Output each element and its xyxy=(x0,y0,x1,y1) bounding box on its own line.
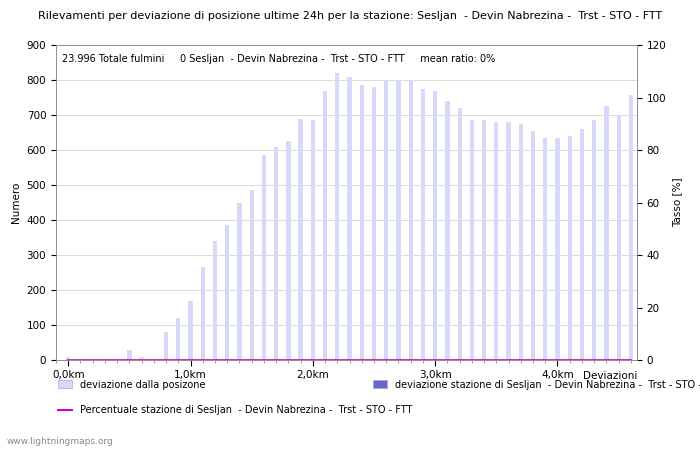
Bar xyxy=(213,241,217,360)
Bar xyxy=(225,225,230,360)
Legend: deviazione stazione di Sesljan  - Devin Nabrezina -  Trst - STO - FTT: deviazione stazione di Sesljan - Devin N… xyxy=(369,376,700,393)
Legend: deviazione dalla posizone: deviazione dalla posizone xyxy=(54,376,209,393)
Bar xyxy=(617,115,621,360)
Bar xyxy=(335,73,340,360)
Text: www.lightningmaps.org: www.lightningmaps.org xyxy=(7,436,113,446)
Bar xyxy=(237,202,241,360)
Bar xyxy=(396,80,400,360)
Bar xyxy=(323,90,327,360)
Legend: Percentuale stazione di Sesljan  - Devin Nabrezina -  Trst - STO - FTT: Percentuale stazione di Sesljan - Devin … xyxy=(54,401,416,419)
Bar xyxy=(421,89,425,360)
Bar xyxy=(409,80,413,360)
Bar xyxy=(347,76,351,360)
Bar xyxy=(629,95,633,360)
Bar xyxy=(286,141,290,360)
Bar xyxy=(568,136,572,360)
Bar xyxy=(139,356,144,360)
Bar xyxy=(519,124,523,360)
Bar xyxy=(531,131,536,360)
Y-axis label: Numero: Numero xyxy=(11,182,21,223)
Bar xyxy=(372,87,376,360)
Bar xyxy=(543,138,547,360)
Text: Rilevamenti per deviazione di posizione ultime 24h per la stazione: Sesljan  - D: Rilevamenti per deviazione di posizione … xyxy=(38,11,662,21)
Text: Deviazioni: Deviazioni xyxy=(582,371,637,381)
Bar xyxy=(482,120,486,360)
Bar xyxy=(188,301,193,360)
Bar xyxy=(127,350,132,360)
Bar xyxy=(592,120,596,360)
Bar xyxy=(445,101,449,360)
Bar xyxy=(176,318,181,360)
Bar xyxy=(274,147,279,360)
Bar xyxy=(506,122,511,360)
Bar xyxy=(298,118,303,360)
Bar xyxy=(458,108,462,360)
Bar xyxy=(360,85,364,360)
Y-axis label: Tasso [%]: Tasso [%] xyxy=(672,178,682,227)
Bar xyxy=(262,155,266,360)
Bar xyxy=(580,129,584,360)
Bar xyxy=(311,120,315,360)
Bar xyxy=(494,122,498,360)
Bar xyxy=(384,80,388,360)
Bar xyxy=(433,90,438,360)
Bar xyxy=(555,138,559,360)
Bar xyxy=(250,190,254,360)
Bar xyxy=(604,106,608,360)
Bar xyxy=(66,356,71,360)
Bar xyxy=(201,267,205,360)
Text: 23.996 Totale fulmini     0 Sesljan  - Devin Nabrezina -  Trst - STO - FTT     m: 23.996 Totale fulmini 0 Sesljan - Devin … xyxy=(62,54,495,64)
Bar xyxy=(470,120,474,360)
Bar xyxy=(164,332,168,360)
